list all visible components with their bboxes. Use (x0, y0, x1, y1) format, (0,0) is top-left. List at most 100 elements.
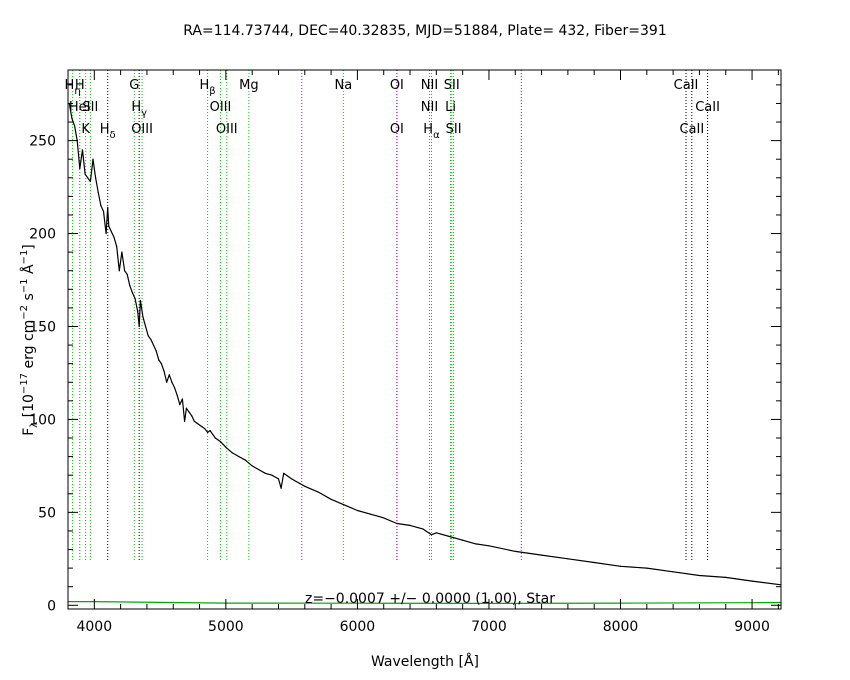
series-flux-point-44 (179, 403, 181, 406)
series-flux-point-30 (142, 316, 144, 318)
series-flux-point-90 (540, 554, 543, 556)
series-flux-point-79 (383, 517, 385, 519)
line-label-26: CaII (695, 100, 720, 115)
series-flux-point-67 (264, 472, 266, 474)
series-flux-point-52 (198, 424, 201, 426)
series-flux-point-35 (155, 350, 157, 352)
series-flux-point-94 (646, 567, 648, 569)
series-flux-point-59 (217, 439, 219, 441)
series-flux-point-46 (183, 420, 186, 422)
series-flux-point-27 (137, 311, 139, 313)
series-flux-point-33 (150, 338, 152, 341)
line-label-18: NII (421, 100, 438, 115)
y-tick-label-4: 200 (29, 227, 56, 243)
series-flux-point-56 (209, 429, 211, 432)
series-flux-point-65 (251, 465, 253, 467)
line-label-8: OIII (131, 122, 153, 137)
series-flux-point-16 (108, 225, 110, 227)
y-axis-label: Fλ [10−17 erg cm−2 s−1 Å−1] (19, 244, 40, 436)
line-label-21: Li (445, 100, 456, 115)
series-flux-point-48 (188, 411, 190, 413)
x-tick-label-4: 8000 (603, 619, 639, 635)
series-flux (68, 103, 782, 586)
series-flux-point-2 (73, 125, 76, 127)
x-tick-label-5: 9000 (734, 619, 770, 635)
series-flux-point-76 (343, 504, 345, 506)
series-flux-point-36 (158, 359, 160, 361)
series-flux-point-18 (113, 236, 115, 238)
line-label-16: OI (390, 122, 404, 137)
series-flux-point-96 (698, 574, 701, 577)
series-flux-point-6 (84, 173, 86, 175)
series-flux-point-50 (193, 420, 195, 422)
line-label-4: SII (82, 100, 98, 115)
series-flux-point-22 (123, 270, 126, 272)
x-tick-label-1: 5000 (208, 619, 244, 635)
series-flux-point-63 (238, 455, 240, 458)
emission-line-markers (72, 70, 709, 560)
series-flux-point-28 (138, 325, 140, 328)
line-label-5: Hδ (100, 122, 116, 141)
line-label-25: CaII (679, 122, 704, 137)
series-flux-point-14 (105, 232, 107, 235)
x-tick-label-0: 4000 (76, 619, 112, 635)
series-flux-point-82 (422, 528, 424, 530)
series-flux-point-26 (134, 298, 136, 300)
series-flux-point-88 (488, 545, 490, 547)
series-flux-point-66 (258, 469, 260, 471)
series-flux-point-60 (219, 441, 222, 443)
series-flux-point-95 (672, 571, 674, 573)
series-flux-point-77 (356, 509, 359, 512)
series-flux-point-71 (283, 472, 285, 474)
series-flux-point-24 (129, 285, 131, 287)
series-flux-point-75 (330, 498, 332, 500)
series-flux-point-12 (100, 205, 102, 207)
series-flux-point-9 (92, 158, 94, 160)
series-flux-point-53 (201, 426, 203, 428)
series-flux-point-29 (139, 299, 141, 302)
x-axis-label: Wavelength [Å] (371, 653, 479, 670)
series-flux-point-41 (171, 381, 173, 383)
line-label-20: SII (444, 78, 460, 93)
series-flux-point-97 (725, 576, 727, 579)
series-flux-point-92 (593, 561, 595, 564)
series-flux-point-54 (204, 428, 206, 430)
series-flux-point-61 (225, 446, 227, 448)
series-flux-point-69 (277, 478, 280, 480)
line-label-14: Na (334, 78, 352, 93)
series-flux-point-98 (751, 580, 753, 582)
line-label-9: Hβ (199, 78, 215, 97)
series-flux-point-10 (95, 177, 97, 179)
series-flux-point-51 (196, 422, 198, 424)
series-flux-point-78 (369, 513, 372, 515)
series-flux-point-19 (116, 245, 118, 248)
series-flux-point-86 (462, 539, 464, 541)
series-flux-point-45 (181, 398, 184, 400)
y-tick-label-3: 150 (29, 319, 56, 335)
line-label-19: Hα (423, 122, 440, 141)
series-flux-point-25 (131, 292, 134, 294)
series-flux-point-8 (89, 180, 91, 183)
line-label-22: SII (446, 122, 462, 137)
series-flux-point-70 (280, 487, 282, 489)
line-label-11: OIII (216, 122, 238, 137)
series-flux-point-74 (317, 491, 319, 493)
series-flux-point-58 (214, 437, 216, 439)
series-flux-point-23 (126, 273, 128, 276)
series-flux-point-85 (448, 535, 451, 538)
x-tick-label-2: 6000 (340, 619, 376, 635)
y-tick-label-1: 50 (38, 505, 56, 521)
series-flux-point-39 (166, 381, 168, 383)
series-flux-point-72 (291, 478, 293, 480)
series-flux-point-5 (81, 149, 84, 151)
series-flux-point-21 (121, 251, 123, 253)
series-flux-point-73 (304, 485, 306, 487)
y-tick-label-5: 250 (29, 134, 56, 150)
series-flux-point-91 (567, 558, 569, 560)
series-error (68, 600, 782, 605)
series-flux-point-13 (102, 210, 105, 212)
line-label-12: Mg (239, 78, 258, 93)
series-flux-point-93 (619, 565, 622, 567)
series-flux-point-87 (475, 543, 477, 545)
